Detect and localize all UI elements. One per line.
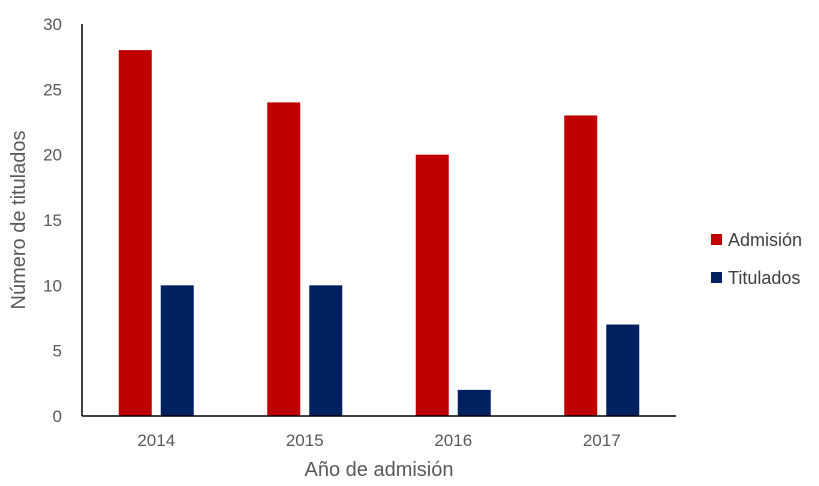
y-tick-label: 15 — [43, 211, 62, 230]
legend-label-titulados: Titulados — [728, 268, 800, 288]
y-tick-label: 10 — [43, 276, 62, 295]
bars — [118, 50, 640, 417]
x-axis-ticks: 2014 2015 2016 2017 — [137, 431, 620, 450]
y-tick-label: 30 — [43, 15, 62, 34]
y-axis-ticks: 0 5 10 15 20 25 30 — [43, 15, 62, 426]
bar-titulados-2016 — [457, 389, 491, 416]
bar-titulados-2017 — [606, 324, 640, 416]
y-tick-label: 0 — [53, 407, 62, 426]
x-axis-title: Año de admisión — [305, 459, 454, 481]
bar-admisión-2014 — [118, 50, 152, 417]
bar-titulados-2014 — [160, 285, 194, 416]
legend-label-admisión: Admisión — [728, 230, 802, 250]
bar-admisión-2017 — [564, 115, 598, 416]
legend-swatch-admisión — [711, 234, 722, 245]
y-tick-label: 20 — [43, 146, 62, 165]
bar-admisión-2016 — [415, 154, 449, 416]
y-axis-title: Número de titulados — [8, 131, 30, 310]
x-tick-label: 2015 — [286, 431, 324, 450]
legend-swatch-titulados — [711, 272, 722, 283]
bar-titulados-2015 — [309, 285, 343, 416]
y-tick-label: 5 — [53, 342, 62, 361]
x-tick-label: 2014 — [137, 431, 175, 450]
bar-admisión-2015 — [267, 102, 301, 417]
y-tick-label: 25 — [43, 80, 62, 99]
x-tick-label: 2016 — [434, 431, 472, 450]
x-tick-label: 2017 — [583, 431, 621, 450]
legend: Admisión Titulados — [711, 230, 802, 288]
